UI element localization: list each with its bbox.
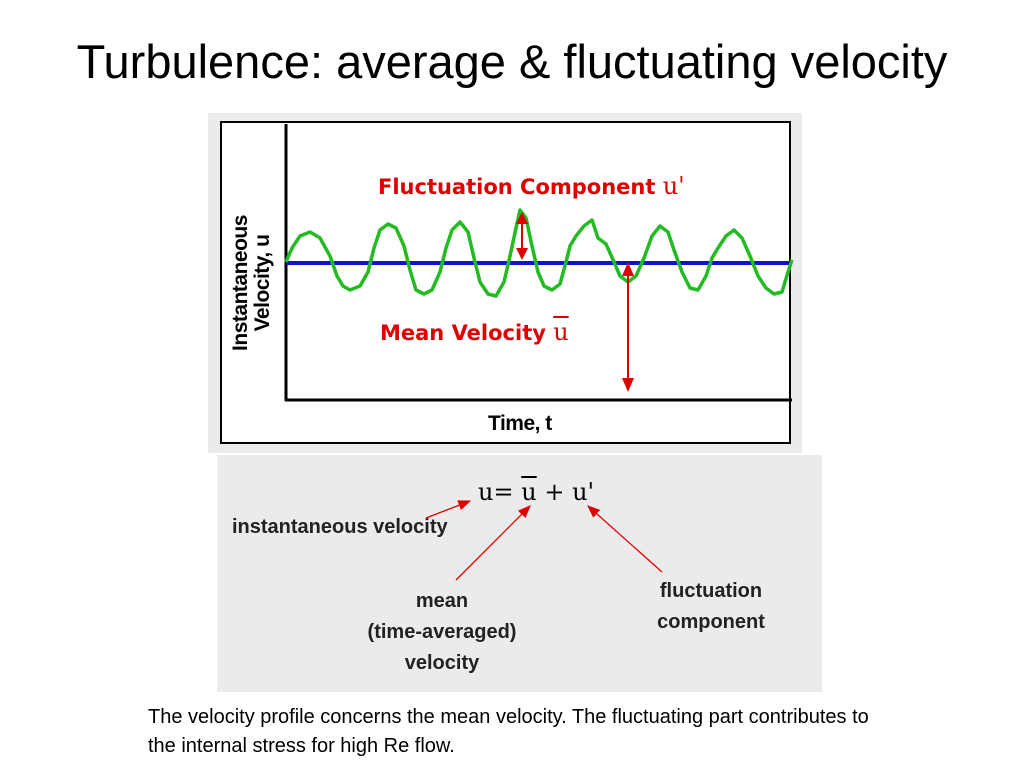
fluctuation-symbol: u' — [662, 172, 685, 200]
decomposition-equation: u= u + u' — [478, 478, 594, 506]
fluct-note-line2: component — [657, 611, 765, 633]
mean-velocity-text: Mean Velocity — [380, 321, 546, 345]
equation-plus: + — [544, 478, 565, 506]
slide-caption: The velocity profile concerns the mean v… — [148, 706, 869, 757]
mean-velocity-symbol: u — [553, 318, 569, 346]
equation-panel — [217, 455, 822, 692]
fluctuation-double-arrow — [516, 212, 528, 260]
arrow-to-fluct-term — [587, 505, 663, 573]
fluctuation-component-label: Fluctuation Component u' — [378, 172, 685, 200]
mean-velocity-note: mean (time-averaged) velocity — [344, 586, 540, 679]
fluctuation-component-note: fluctuation component — [636, 576, 786, 638]
equation-mean-term: u — [521, 478, 537, 506]
arrow-to-u — [425, 500, 472, 519]
instantaneous-velocity-curve — [284, 208, 794, 298]
fluct-note-line1: fluctuation — [659, 580, 763, 602]
equation-fluct-term: u' — [572, 478, 595, 506]
fluctuation-component-text: Fluctuation Component — [378, 175, 656, 199]
equation-equals: = — [493, 478, 514, 506]
mean-double-arrow — [622, 262, 634, 392]
equation-lhs: u — [478, 478, 494, 506]
x-axis-label: Time, t — [488, 412, 552, 435]
mean-note-line3: velocity — [404, 652, 480, 674]
mean-note-line1: mean — [415, 590, 469, 612]
mean-velocity-label: Mean Velocity u — [380, 318, 569, 346]
arrow-to-mean-term — [455, 505, 531, 581]
mean-note-line2: (time-averaged) — [367, 621, 517, 643]
instantaneous-velocity-note: instantaneous velocity — [232, 516, 448, 538]
plot-frame — [220, 121, 791, 444]
slide-title: Turbulence: average & fluctuating veloci… — [76, 35, 948, 88]
